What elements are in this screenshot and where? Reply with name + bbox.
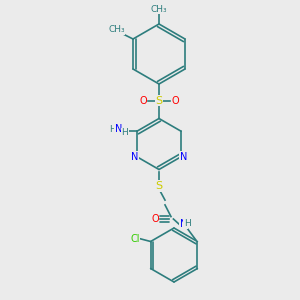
Text: O: O	[151, 214, 159, 224]
Text: H: H	[184, 219, 190, 228]
Text: CH₃: CH₃	[108, 26, 125, 34]
Text: O: O	[171, 95, 179, 106]
Text: N: N	[180, 152, 187, 162]
Text: N: N	[180, 218, 187, 229]
Text: H: H	[109, 125, 116, 134]
Text: S: S	[155, 181, 163, 191]
Text: S: S	[155, 95, 163, 106]
Text: Cl: Cl	[130, 233, 140, 244]
Text: CH₃: CH₃	[151, 4, 167, 14]
Text: O: O	[139, 95, 147, 106]
Text: N: N	[115, 124, 122, 134]
Text: N: N	[131, 152, 138, 162]
Text: H: H	[122, 128, 128, 137]
